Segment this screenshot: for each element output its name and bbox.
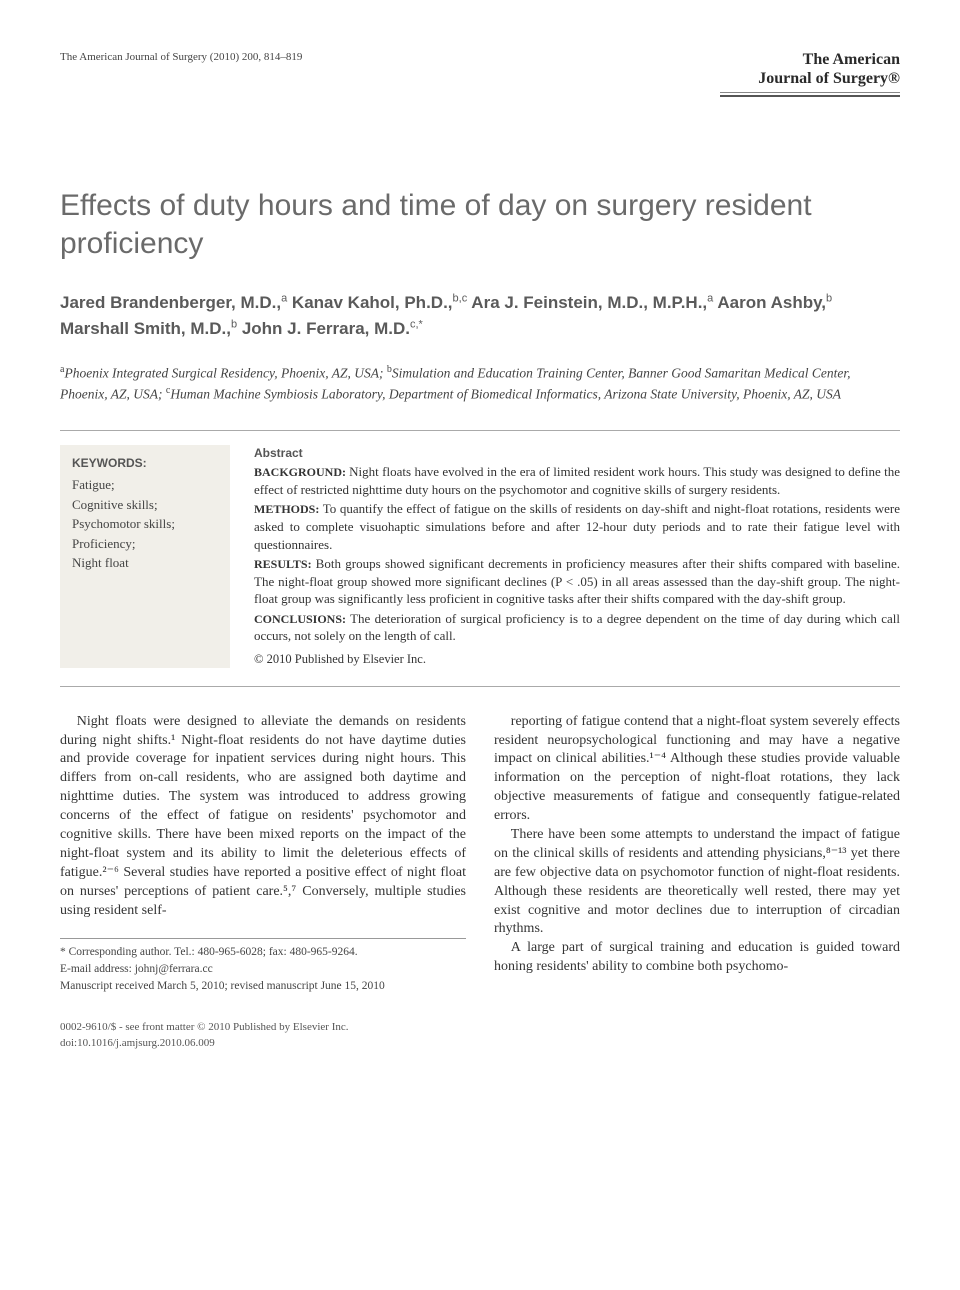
abstract-section-text: The deterioration of surgical proficienc… [254,611,900,644]
abstract-section: METHODS: To quantify the effect of fatig… [254,500,900,553]
abstract-section-label: RESULTS: [254,557,316,571]
corresponding-email: E-mail address: johnj@ferrara.cc [60,962,466,978]
abstract-section-text: Both groups showed significant decrement… [254,556,900,606]
body-paragraph: There have been some attempts to underst… [494,826,900,939]
abstract-section-label: CONCLUSIONS: [254,612,350,626]
footer-front-matter: 0002-9610/$ - see front matter © 2010 Pu… [60,1020,900,1035]
keywords-heading: KEYWORDS: [72,455,218,471]
affiliations: aPhoenix Integrated Surgical Residency, … [60,363,900,404]
abstract-section-text: Night floats have evolved in the era of … [254,464,900,497]
abstract-section-label: BACKGROUND: [254,465,349,479]
abstract-section: BACKGROUND: Night floats have evolved in… [254,463,900,498]
body-paragraph: A large part of surgical training and ed… [494,939,900,977]
keywords-list: Fatigue;Cognitive skills;Psychomotor ski… [72,475,218,573]
header-bar: The American Journal of Surgery (2010) 2… [60,50,900,97]
abstract-section: RESULTS: Both groups showed significant … [254,555,900,608]
keyword-item: Fatigue; [72,475,218,495]
body-paragraph: reporting of fatigue contend that a nigh… [494,713,900,826]
body-columns: Night floats were designed to alleviate … [60,713,900,994]
author-list: Jared Brandenberger, M.D.,a Kanav Kahol,… [60,290,900,341]
keyword-item: Psychomotor skills; [72,514,218,534]
journal-brand-line1: The American [720,50,900,69]
abstract-section-label: METHODS: [254,502,323,516]
article-title: Effects of duty hours and time of day on… [60,187,900,262]
abstract-section-text: To quantify the effect of fatigue on the… [254,501,900,551]
keyword-item: Cognitive skills; [72,495,218,515]
abstract-column: Abstract BACKGROUND: Night floats have e… [254,445,900,668]
running-head: The American Journal of Surgery (2010) 2… [60,50,302,65]
keywords-box: KEYWORDS: Fatigue;Cognitive skills;Psych… [60,445,230,668]
abstract-copyright: © 2010 Published by Elsevier Inc. [254,651,900,668]
corresponding-author: * Corresponding author. Tel.: 480-965-60… [60,945,466,961]
body-paragraph: Night floats were designed to alleviate … [60,713,466,921]
journal-brand-line2: Journal of Surgery® [720,69,900,88]
keyword-item: Night float [72,553,218,573]
brand-rule-top [720,92,900,93]
abstract-heading: Abstract [254,445,900,461]
correspondence-block: * Corresponding author. Tel.: 480-965-60… [60,938,466,994]
footer-doi: doi:10.1016/j.amjsurg.2010.06.009 [60,1036,900,1051]
journal-brand-block: The American Journal of Surgery® [720,50,900,97]
journal-brand: The American Journal of Surgery® [720,50,900,88]
abstract-row: KEYWORDS: Fatigue;Cognitive skills;Psych… [60,430,900,687]
keyword-item: Proficiency; [72,534,218,554]
brand-rule-bottom [720,95,900,97]
manuscript-dates: Manuscript received March 5, 2010; revis… [60,979,466,995]
abstract-section: CONCLUSIONS: The deterioration of surgic… [254,610,900,645]
page-footer: 0002-9610/$ - see front matter © 2010 Pu… [60,1020,900,1051]
